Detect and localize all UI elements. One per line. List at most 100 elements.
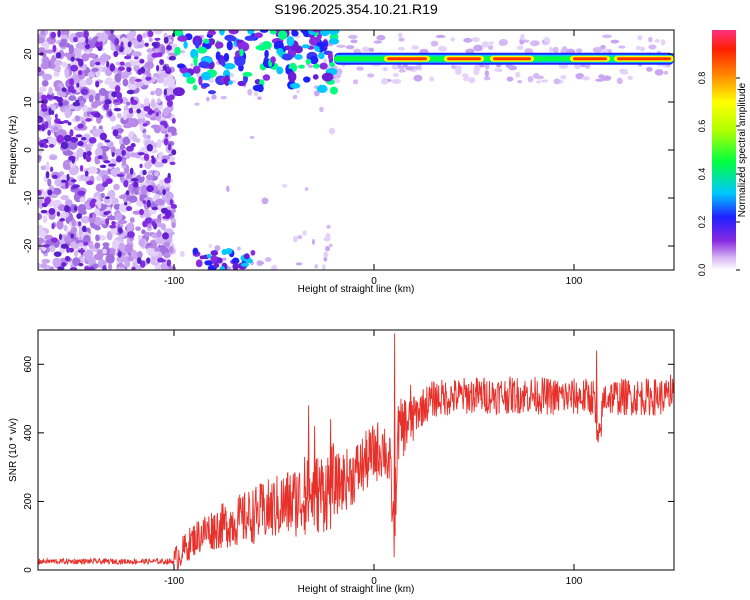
noise-blob xyxy=(148,209,157,215)
halo-blob xyxy=(635,45,642,50)
faint-blob xyxy=(190,63,194,67)
noise-blob xyxy=(38,124,42,131)
noise-blob xyxy=(43,41,50,51)
noise-blob xyxy=(45,171,50,179)
low-blob xyxy=(195,259,203,268)
noise-blob xyxy=(64,68,70,79)
halo-blob xyxy=(515,71,521,78)
noise-blob xyxy=(148,110,155,114)
noise-blob xyxy=(73,250,79,257)
noise-blob xyxy=(63,134,72,142)
noise-blob xyxy=(61,262,67,267)
halo-blob xyxy=(654,38,661,43)
noise-blob xyxy=(115,213,123,221)
onset-blob xyxy=(305,58,312,65)
noise-blob xyxy=(166,44,172,51)
noise-blob xyxy=(128,107,134,114)
noise-blob xyxy=(76,82,80,88)
low-blob xyxy=(219,266,226,270)
noise-blob xyxy=(131,99,138,105)
noise-blob xyxy=(164,177,171,184)
faint-blob xyxy=(292,235,298,243)
noise-blob xyxy=(38,212,43,221)
noise-blob xyxy=(129,217,135,224)
halo-blob xyxy=(350,39,358,44)
spectrogram-y-tick-label: -10 xyxy=(23,190,34,205)
noise-blob xyxy=(77,70,83,76)
halo-blob xyxy=(640,46,645,52)
noise-blob xyxy=(84,266,90,270)
noise-blob xyxy=(65,150,74,156)
noise-blob xyxy=(124,61,132,69)
noise-blob xyxy=(52,257,61,268)
noise-blob xyxy=(156,52,163,58)
noise-blob xyxy=(95,70,101,78)
noise-blob xyxy=(67,140,78,150)
onset-blob xyxy=(244,35,256,41)
noise-blob xyxy=(118,242,126,252)
faint-blob xyxy=(319,106,324,113)
onset-blob xyxy=(312,30,322,33)
noise-blob xyxy=(94,147,103,158)
halo-blob xyxy=(498,38,509,46)
tone-track-core xyxy=(447,57,481,61)
onset-blob xyxy=(321,72,334,82)
faint-blob xyxy=(323,236,331,242)
noise-blob xyxy=(140,184,148,195)
halo-blob xyxy=(392,72,399,78)
noise-blob xyxy=(38,189,42,196)
noise-blob xyxy=(38,111,42,118)
noise-blob xyxy=(124,243,133,253)
noise-blob xyxy=(64,108,72,119)
noise-blob xyxy=(142,132,147,139)
snr-series-line xyxy=(38,333,674,570)
noise-blob xyxy=(61,87,67,93)
halo-blob xyxy=(411,45,419,50)
noise-blob xyxy=(124,55,132,60)
faint-blob xyxy=(226,185,230,192)
noise-blob xyxy=(104,196,110,200)
noise-blob xyxy=(43,244,50,248)
noise-blob xyxy=(89,213,93,218)
noise-blob xyxy=(126,145,134,152)
halo-blob xyxy=(468,77,476,84)
halo-blob xyxy=(660,39,666,46)
noise-blob xyxy=(111,220,116,226)
noise-blob xyxy=(143,153,150,161)
noise-blob xyxy=(116,255,126,263)
onset-blob xyxy=(198,76,203,86)
halo-blob xyxy=(562,46,567,51)
halo-blob xyxy=(356,66,364,71)
onset-blob xyxy=(177,35,188,42)
noise-blob xyxy=(84,43,91,50)
halo-blob xyxy=(516,45,524,50)
halo-blob xyxy=(627,75,633,80)
halo-blob xyxy=(450,37,456,42)
noise-blob xyxy=(136,34,143,42)
faint-blob xyxy=(179,250,185,258)
noise-blob xyxy=(85,77,93,86)
noise-blob xyxy=(44,234,53,241)
noise-blob xyxy=(151,206,159,211)
halo-blob xyxy=(471,37,480,43)
noise-blob xyxy=(132,60,142,66)
noise-blob xyxy=(102,181,109,188)
noise-blob xyxy=(161,158,168,164)
onset-blob xyxy=(318,52,325,60)
noise-blob xyxy=(49,266,55,270)
noise-blob xyxy=(156,64,160,72)
onset-blob xyxy=(286,36,295,47)
onset-blob xyxy=(294,54,303,60)
noise-blob xyxy=(117,219,128,225)
noise-blob xyxy=(126,222,135,231)
noise-blob xyxy=(85,37,89,45)
noise-blob xyxy=(119,46,124,53)
noise-blob xyxy=(56,220,64,230)
noise-blob xyxy=(72,47,82,56)
noise-blob xyxy=(59,218,65,222)
spectrogram-y-tick-label: 10 xyxy=(23,96,34,108)
halo-blob xyxy=(435,34,446,39)
halo-blob xyxy=(413,66,421,70)
